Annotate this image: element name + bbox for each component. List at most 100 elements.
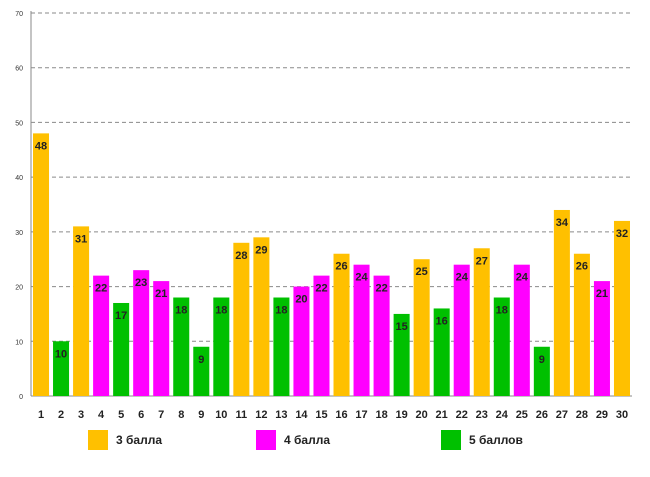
legend-swatch-3-balla <box>88 430 108 450</box>
bar-value-label: 25 <box>416 266 428 278</box>
x-tick-label: 15 <box>315 409 327 421</box>
bar-value-label: 15 <box>395 321 407 333</box>
bar-value-label: 26 <box>335 261 347 273</box>
x-tick-label: 7 <box>158 409 164 421</box>
bar-value-label: 27 <box>476 255 488 267</box>
y-tick-label: 0 <box>19 394 23 401</box>
bar <box>453 264 470 396</box>
bar-value-label: 24 <box>456 272 469 284</box>
x-tick-label: 5 <box>118 409 124 421</box>
y-tick-label: 40 <box>15 175 23 182</box>
bar <box>513 264 530 396</box>
bar-value-label: 34 <box>556 217 569 229</box>
bar <box>353 264 370 396</box>
bar-chart: 0102030405060704811023132241752362171889… <box>15 11 632 421</box>
bar-value-label: 26 <box>576 261 588 273</box>
x-tick-label: 19 <box>395 409 407 421</box>
bar <box>153 281 170 396</box>
bar-value-label: 31 <box>75 233 87 245</box>
bar-value-label: 9 <box>539 354 545 366</box>
bar <box>573 253 590 396</box>
x-tick-label: 27 <box>556 409 568 421</box>
x-tick-label: 14 <box>295 409 308 421</box>
bar-value-label: 48 <box>35 140 47 152</box>
bar-value-label: 16 <box>436 315 448 327</box>
x-tick-label: 22 <box>456 409 468 421</box>
bar <box>613 220 630 396</box>
x-tick-label: 25 <box>516 409 528 421</box>
bar <box>173 297 190 396</box>
bar <box>113 302 130 396</box>
bar-value-label: 20 <box>295 294 307 306</box>
bar <box>373 275 390 396</box>
legend-label-5-ballov: 5 баллов <box>469 433 523 447</box>
x-tick-label: 9 <box>198 409 204 421</box>
x-tick-label: 21 <box>436 409 448 421</box>
bar-value-label: 32 <box>616 228 628 240</box>
bar <box>193 346 210 396</box>
x-tick-label: 29 <box>596 409 608 421</box>
bar <box>213 297 230 396</box>
bar <box>553 209 570 396</box>
y-tick-label: 70 <box>15 11 23 18</box>
bar-value-label: 29 <box>255 244 267 256</box>
x-tick-label: 20 <box>416 409 428 421</box>
x-tick-label: 3 <box>78 409 84 421</box>
bar <box>293 286 310 396</box>
bar <box>473 248 490 396</box>
x-tick-label: 23 <box>476 409 488 421</box>
legend-label-3-balla: 3 балла <box>116 433 163 447</box>
bar-value-label: 21 <box>596 288 608 300</box>
bar <box>413 259 430 396</box>
bar-value-label: 10 <box>55 348 67 360</box>
y-tick-label: 10 <box>15 339 23 346</box>
bar <box>593 281 610 396</box>
x-tick-label: 8 <box>178 409 184 421</box>
x-tick-label: 6 <box>138 409 144 421</box>
x-tick-label: 16 <box>335 409 347 421</box>
legend-item-3-balla: 3 балла <box>88 430 162 450</box>
bar <box>393 313 410 396</box>
bar <box>433 308 450 396</box>
x-tick-label: 18 <box>375 409 387 421</box>
x-tick-label: 26 <box>536 409 548 421</box>
bar-value-label: 24 <box>355 272 368 284</box>
x-tick-label: 11 <box>236 409 248 421</box>
bar-value-label: 23 <box>135 277 147 289</box>
y-tick-label: 60 <box>15 66 23 73</box>
legend-item-4-balla: 4 балла <box>256 430 330 450</box>
bar <box>33 133 50 396</box>
bar-value-label: 18 <box>275 305 287 317</box>
x-tick-label: 28 <box>576 409 588 421</box>
x-tick-label: 4 <box>98 409 105 421</box>
bar-value-label: 18 <box>175 305 187 317</box>
x-tick-label: 12 <box>255 409 267 421</box>
bar-value-label: 22 <box>95 283 107 295</box>
y-tick-label: 30 <box>15 230 23 237</box>
x-tick-label: 30 <box>616 409 628 421</box>
x-tick-label: 10 <box>215 409 227 421</box>
x-tick-label: 24 <box>496 409 509 421</box>
bar <box>73 226 90 396</box>
bar <box>313 275 330 396</box>
bar-value-label: 24 <box>516 272 529 284</box>
legend-label-4-balla: 4 балла <box>284 433 331 447</box>
legend-swatch-5-ballov <box>441 430 461 450</box>
bar-value-label: 22 <box>315 283 327 295</box>
bar <box>533 346 550 396</box>
bar <box>493 297 510 396</box>
x-tick-label: 1 <box>38 409 44 421</box>
y-tick-label: 50 <box>15 120 23 127</box>
bar-value-label: 9 <box>198 354 204 366</box>
bar <box>273 297 290 396</box>
bar-value-label: 18 <box>496 305 508 317</box>
bar-value-label: 28 <box>235 250 247 262</box>
y-tick-label: 20 <box>15 285 23 292</box>
bar <box>133 270 150 396</box>
bar <box>333 253 350 396</box>
x-tick-label: 17 <box>355 409 367 421</box>
bar-value-label: 17 <box>115 310 127 322</box>
bar-value-label: 21 <box>155 288 167 300</box>
bar <box>93 275 110 396</box>
bar <box>253 237 270 396</box>
